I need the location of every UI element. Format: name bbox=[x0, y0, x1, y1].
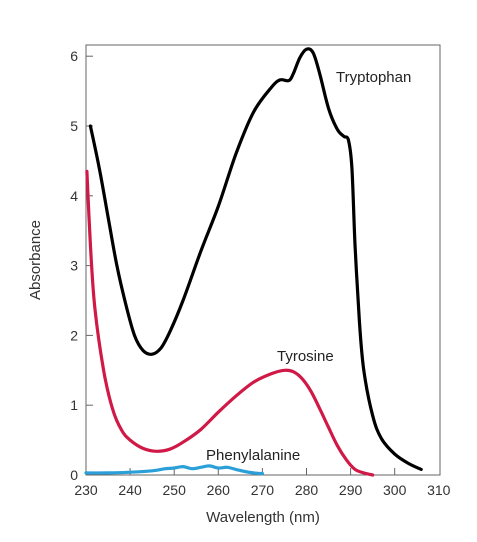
y-tick-label: 6 bbox=[70, 48, 78, 64]
x-axis-title: Wavelength (nm) bbox=[206, 509, 320, 526]
data-series bbox=[84, 47, 423, 477]
y-tick-label: 5 bbox=[70, 118, 78, 134]
x-tick-label: 290 bbox=[339, 482, 363, 498]
y-tick-label: 0 bbox=[70, 467, 78, 483]
y-tick-label: 4 bbox=[70, 188, 78, 204]
y-tick-label: 1 bbox=[70, 397, 78, 413]
y-tick-label: 3 bbox=[70, 258, 78, 274]
plot-frame bbox=[85, 44, 441, 476]
x-tick-label: 300 bbox=[383, 482, 407, 498]
axis-ticks: 230 240 250 260 270 280 290 300 310 0 1 2 3 4 5 6 bbox=[70, 48, 450, 498]
series-line-tryptophan bbox=[88, 47, 423, 471]
series-line-tyrosine bbox=[85, 169, 375, 477]
y-axis-title: Absorbance bbox=[27, 220, 44, 300]
x-tick-label: 230 bbox=[74, 482, 98, 498]
x-tick-label: 260 bbox=[207, 482, 231, 498]
series-label-tyrosine: Tyrosine bbox=[277, 348, 334, 365]
series-label-tryptophan: Tryptophan bbox=[336, 69, 411, 86]
series-label-phenylalanine: Phenylalanine bbox=[206, 447, 300, 464]
x-tick-label: 310 bbox=[427, 482, 451, 498]
series-line-phenylalanine bbox=[84, 464, 264, 476]
y-tick-label: 2 bbox=[70, 327, 78, 343]
x-tick-label: 240 bbox=[118, 482, 142, 498]
x-tick-label: 250 bbox=[163, 482, 187, 498]
x-tick-label: 280 bbox=[295, 482, 319, 498]
x-tick-label: 270 bbox=[251, 482, 275, 498]
